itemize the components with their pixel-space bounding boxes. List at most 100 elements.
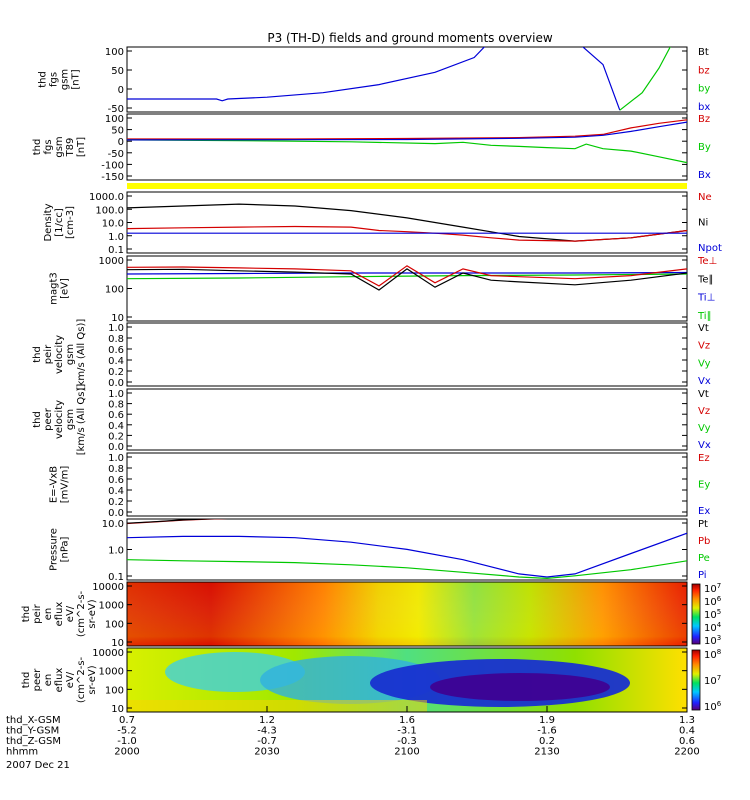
series-Pe [127, 559, 687, 580]
y-axis-label-line: gsm [65, 344, 76, 365]
y-axis-label-line: eV/ [65, 671, 76, 688]
x-tick-label: 2130 [534, 747, 559, 758]
y-axis-label-line: velocity [54, 335, 65, 374]
y-tick-label: -100 [101, 160, 124, 171]
colorbar [691, 583, 701, 645]
y-axis-label-line: magt3 [49, 272, 60, 305]
series-by [619, 47, 671, 111]
legend-entry: Te∥ [697, 274, 714, 285]
legend-entry: Pi [698, 570, 707, 581]
legend-entry: Pt [698, 519, 708, 530]
x-tick-label: 2200 [674, 747, 699, 758]
y-tick-label: 0.8 [108, 400, 124, 411]
y-tick-label: 0.2 [108, 431, 124, 442]
x-row-label: thd_X-GSM [6, 715, 61, 726]
series-Pi [127, 532, 687, 578]
panel-frame [126, 113, 688, 181]
y-tick-label: 1000 [99, 667, 124, 678]
y-axis-label-line: eflux [54, 602, 65, 627]
y-axis-label-line: peir [43, 344, 54, 364]
y-axis-label-line: fgs [43, 139, 54, 154]
x-tick-label: 0.7 [119, 715, 135, 726]
colorbar-tick-label: 104 [704, 621, 722, 634]
y-tick-label: 100 [105, 685, 124, 696]
panel-efield: 1.00.80.60.40.20.0 E=-VxB[mV/m] Ez Ey Ex [49, 452, 710, 519]
panel-pressure: 10.0 1.0 0.1 Pressure[nPa] Pt Pb Pe Pi [49, 518, 710, 583]
y-tick-label: 0.2 [108, 367, 124, 378]
y-axis-label-line: thd [21, 672, 32, 689]
legend-entry: Ey [698, 480, 710, 491]
legend-entry: Bt [698, 47, 709, 58]
legend-entry: Ti∥ [697, 311, 712, 322]
panel-frame [126, 388, 688, 451]
y-axis-label-line: [nPa] [60, 536, 71, 562]
series-Bz [127, 119, 687, 140]
colorbar-tick-label: 103 [704, 634, 721, 647]
y-tick-label: 0.0 [108, 378, 124, 389]
legend-entry: Npot [698, 243, 722, 254]
x-tick-label: 0.6 [679, 736, 695, 747]
colorbar-tick-label: 108 [704, 648, 721, 661]
y-axis-label-line: thd [38, 71, 49, 88]
panel-density: 1000.0 100.0 10.0 1.0 0.1 Density[1/cc][cm-3]… [43, 191, 722, 256]
y-tick-label: 1.0 [108, 389, 124, 400]
y-tick-label: -150 [101, 172, 124, 183]
legend-entry: Vy [698, 423, 711, 434]
y-axis-label-line: velocity [54, 400, 65, 439]
colorbar-tick-label: 107 [704, 582, 721, 595]
legend-entry: By [698, 142, 711, 153]
y-tick-label: 10.0 [102, 519, 124, 530]
series-Pt [127, 519, 223, 524]
x-tick-label: 1.9 [539, 715, 555, 726]
panels: 100500-50thdfgsgsm[nT]Btbzbybx100500-50-… [21, 46, 722, 715]
y-axis-label-line: [km/s (All Qs)] [76, 319, 87, 391]
series-Te⊥ [127, 265, 687, 287]
legend-entry: Vx [698, 376, 711, 387]
y-axis-label-line: Density [43, 203, 54, 241]
y-tick-label: 10000 [92, 648, 124, 659]
heatmap-blob [430, 673, 610, 701]
y-tick-label: 50 [111, 66, 124, 77]
y-tick-label: 1000.0 [89, 192, 124, 203]
series-Bx [127, 121, 687, 141]
y-axis-label-line: [cm-3] [65, 206, 76, 239]
series-Ti⊥ [127, 271, 687, 275]
x-tick-label: 0.4 [679, 726, 695, 737]
y-axis-label: thdpeerenefluxeV/(cm^2-s-sr-eV) [21, 656, 98, 703]
legend-entry: Pe [698, 553, 710, 564]
panel-frame [126, 191, 688, 254]
y-tick-label: 100.0 [95, 205, 124, 216]
colorbar-tick-label: 105 [704, 608, 721, 621]
y-axis-label-line: eV/ [65, 605, 76, 622]
panel-frame [126, 46, 688, 113]
y-axis-label: thdpeirvelocitygsm[km/s (All Qs)] [32, 319, 87, 391]
legend-entry: bx [698, 102, 710, 113]
legend-entry: Bz [698, 114, 710, 125]
panel-fgs: 100 50 0 -50 thdfgsgsm[nT] Bt bz by bx [38, 46, 710, 115]
y-tick-label: 0.1 [108, 572, 124, 583]
chart-title: P3 (TH-D) fields and ground moments over… [267, 31, 552, 45]
y-axis-label-line: thd [32, 411, 43, 428]
y-axis-label-line: [eV] [60, 278, 71, 299]
x-tick-label: 1.6 [399, 715, 415, 726]
y-tick-label: 100 [105, 285, 124, 296]
y-axis-label: E=-VxB[mV/m] [49, 466, 71, 504]
colorbar-tick-label: 106 [704, 595, 722, 608]
y-axis-label-line: gsm [54, 136, 65, 157]
y-axis-label-line: T89 [65, 138, 76, 158]
heatmap-strip [127, 700, 427, 712]
y-tick-label: 0.6 [108, 475, 124, 486]
legend-entry: Vt [698, 323, 709, 334]
x-tick-label: 0.2 [539, 736, 555, 747]
x-tick-label: 2030 [254, 747, 279, 758]
y-tick-label: 0 [118, 85, 124, 96]
colorbar [691, 649, 701, 711]
y-axis-label-line: E=-VxB [49, 466, 60, 503]
panel-peer-en-eflux: 108 107 106 10000 1000 100 10 thdpeerenefluxeV/… [21, 647, 722, 715]
y-tick-label: 1000 [99, 256, 124, 267]
x-tick-label: 2100 [394, 747, 419, 758]
y-tick-label: 1.0 [108, 323, 124, 334]
